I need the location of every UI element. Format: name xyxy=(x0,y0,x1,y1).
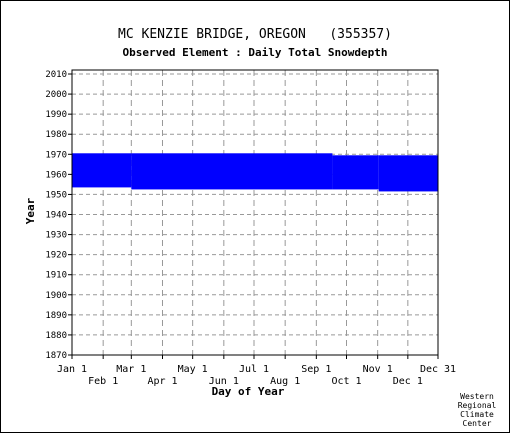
x-tick-label: May 1 xyxy=(178,364,208,375)
y-tick-label: 1950 xyxy=(45,190,67,200)
y-tick-label: 1930 xyxy=(45,231,67,241)
chart-title: MC KENZIE BRIDGE, OREGON (355357) xyxy=(118,27,392,42)
x-tick-label: Dec 31 xyxy=(420,364,456,375)
data-coverage-bar xyxy=(131,153,333,190)
x-tick-label: Jul 1 xyxy=(239,364,269,375)
x-axis-title: Day of Year xyxy=(212,385,285,398)
y-tick-label: 1900 xyxy=(45,291,67,301)
credit-line-2: Regional xyxy=(458,401,497,410)
y-tick-label: 1920 xyxy=(45,251,67,261)
x-tick-label: Jun 1 xyxy=(209,376,239,387)
x-tick-label: Nov 1 xyxy=(363,364,393,375)
plot-area-border xyxy=(71,69,439,356)
y-tick-label: 1910 xyxy=(45,271,67,281)
data-coverage-bar xyxy=(378,155,438,192)
x-tick-label: Mar 1 xyxy=(116,364,146,375)
x-tick-label: Feb 1 xyxy=(88,376,118,387)
x-tick-label: Oct 1 xyxy=(331,376,361,387)
credit-line-1: Western xyxy=(460,392,494,401)
y-tick-label: 1870 xyxy=(45,351,67,361)
y-axis-title: Year xyxy=(24,197,37,224)
x-tick-label: Dec 1 xyxy=(393,376,423,387)
y-tick-label: 1880 xyxy=(45,331,67,341)
x-tick-label: Aug 1 xyxy=(270,376,300,387)
x-tick-label: Apr 1 xyxy=(147,376,177,387)
y-axis-ticks: 1870 1880 1890 1900 1910 1920 1930 1940 1950 1960… xyxy=(45,70,72,361)
chart-subtitle: Observed Element : Daily Total Snowdepth xyxy=(123,46,388,59)
data-bars xyxy=(72,153,438,192)
credit-line-4: Center xyxy=(463,419,492,428)
y-tick-label: 1960 xyxy=(45,170,67,180)
data-coverage-bar xyxy=(72,153,132,188)
y-tick-label: 1890 xyxy=(45,311,67,321)
y-tick-label: 1990 xyxy=(45,110,67,120)
x-tick-label: Sep 1 xyxy=(301,364,331,375)
credit-line-3: Climate xyxy=(460,410,494,419)
credit-block: Western Regional Climate Center xyxy=(458,392,497,428)
x-tick-label: Jan 1 xyxy=(57,364,87,375)
grid-lines xyxy=(71,70,439,356)
data-coverage-bar xyxy=(332,155,379,190)
y-tick-label: 1970 xyxy=(45,150,67,160)
y-tick-label: 1940 xyxy=(45,211,67,221)
x-axis-ticks: Jan 1 Mar 1 May 1 Jul 1 Sep 1 Nov 1 Dec 31 Feb … xyxy=(57,355,456,387)
y-tick-label: 2000 xyxy=(45,90,67,100)
y-tick-label: 1980 xyxy=(45,130,67,140)
y-tick-label: 2010 xyxy=(45,70,67,80)
